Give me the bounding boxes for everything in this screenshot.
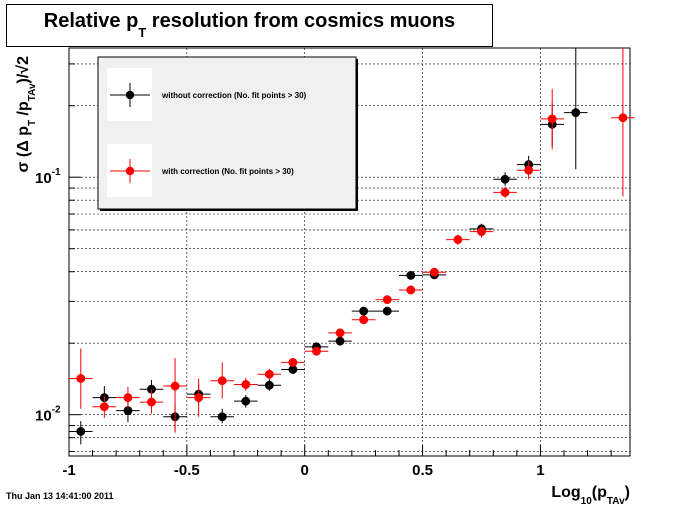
chart-title-subscript: T	[138, 25, 147, 40]
data-point	[123, 393, 133, 403]
chart-title-part-a: Relative p	[43, 10, 139, 32]
data-point	[147, 397, 156, 407]
chart-title: Relative pT resolution from cosmics muon…	[7, 10, 492, 40]
chart-title-part-b: resolution from cosmics muons	[146, 10, 456, 32]
data-point	[382, 306, 392, 316]
data-point	[99, 402, 109, 412]
y-axis-title-radicand: 2	[15, 56, 32, 65]
plot-frame	[68, 47, 631, 457]
legend-swatch-marker	[125, 90, 135, 100]
data-point	[76, 374, 86, 383]
y-tick-exponent: -1	[52, 167, 61, 178]
data-point	[335, 336, 345, 346]
data-point	[312, 346, 321, 356]
data-point	[359, 306, 369, 316]
y-tick-base: 10	[35, 170, 52, 187]
data-point	[524, 165, 534, 175]
data-point	[500, 187, 510, 197]
data-point	[241, 396, 251, 406]
y-axis-title-part: )/√	[15, 65, 32, 84]
data-point	[288, 357, 298, 367]
x-axis-title-part: Log	[551, 484, 580, 501]
data-point	[429, 267, 439, 277]
x-tick-label: -1	[62, 462, 75, 479]
data-point	[547, 114, 557, 124]
data-point	[406, 285, 416, 295]
data-point	[170, 381, 180, 391]
data-point	[359, 315, 369, 325]
timestamp: Thu Jan 13 14:41:00 2011	[6, 491, 114, 501]
y-axis-title-subscript: TAv	[27, 83, 38, 101]
x-tick-label: -0.5	[174, 462, 200, 479]
data-point	[382, 295, 392, 305]
x-axis-title: Log10(pTAv)	[551, 484, 630, 507]
data-point	[264, 380, 274, 390]
x-tick-label: 1	[536, 462, 544, 479]
legend-label: without correction (No. fit points > 30)	[161, 91, 307, 100]
data-point	[335, 328, 345, 338]
data-point	[618, 113, 628, 123]
y-tick-label: 10-2	[35, 405, 61, 425]
chart-title-box: Relative pT resolution from cosmics muon…	[6, 4, 493, 47]
data-point	[453, 235, 463, 245]
x-axis-title-part: (p	[592, 484, 607, 501]
x-axis-title-subscript: TAv	[607, 496, 625, 507]
data-point	[217, 376, 227, 386]
legend-swatch-marker	[125, 166, 135, 176]
y-axis-title: σ (Δ pT /pTAv)/√2	[15, 56, 38, 173]
data-point	[217, 412, 227, 422]
y-axis-title-subscript: T	[27, 120, 38, 126]
y-tick-exponent: -2	[52, 405, 61, 416]
data-point	[76, 427, 86, 436]
data-point	[571, 108, 581, 118]
data-point	[241, 380, 251, 389]
y-axis-title-part: /p	[15, 101, 32, 120]
y-axis-title-part: σ (Δ p	[15, 126, 32, 173]
legend-label: with correction (No. fit points > 30)	[161, 167, 294, 176]
x-tick-label: 0	[301, 462, 309, 479]
x-tick-label: 0.5	[412, 462, 433, 479]
data-point	[477, 227, 486, 237]
data-point	[264, 369, 274, 379]
data-point	[194, 393, 204, 403]
x-axis-title-subscript: 10	[581, 496, 593, 507]
x-axis-title-part: )	[625, 484, 630, 501]
y-tick-base: 10	[35, 408, 52, 425]
data-point	[406, 270, 416, 280]
data-point	[500, 174, 510, 184]
y-tick-label: 10-1	[35, 167, 61, 187]
